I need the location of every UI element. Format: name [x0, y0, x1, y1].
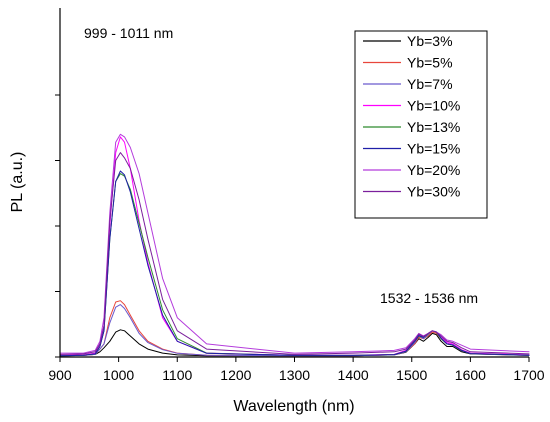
peak-annotation-1000nm: 999 - 1011 nm	[84, 25, 173, 41]
peak-annotation-1535nm: 1532 - 1536 nm	[380, 290, 478, 306]
x-tick-label: 1000	[103, 367, 134, 383]
legend-label: Yb=15%	[407, 141, 460, 157]
legend-label: Yb=30%	[407, 184, 460, 200]
legend-label: Yb=5%	[407, 55, 453, 71]
legend-label: Yb=20%	[407, 162, 460, 178]
x-axis-ticks: 900 1000 1100 1200 1300 1400 1500 1600 1700	[48, 357, 545, 383]
x-tick-label: 1500	[396, 367, 427, 383]
x-tick-label: 1700	[513, 367, 544, 383]
legend-label: Yb=10%	[407, 98, 460, 114]
series-line-yb-3-	[59, 329, 530, 357]
series-line-yb-30-	[59, 152, 530, 355]
x-axis-title: Wavelength (nm)	[233, 398, 354, 415]
y-axis-ticks	[55, 94, 60, 358]
legend: Yb=3% Yb=5% Yb=7% Yb=10% Yb=13% Yb=15% Yb=20% Y…	[354, 30, 488, 219]
x-tick-label: 900	[48, 367, 72, 383]
x-tick-label: 1100	[162, 367, 192, 383]
series-line-yb-15-	[59, 170, 530, 357]
series-line-yb-20-	[59, 133, 530, 354]
x-tick-label: 1200	[220, 367, 251, 383]
x-tick-label: 1600	[455, 367, 486, 383]
y-axis-title: PL (a.u.)	[9, 152, 26, 213]
x-tick-label: 1400	[338, 367, 369, 383]
legend-label: Yb=3%	[407, 33, 453, 49]
legend-label: Yb=7%	[407, 76, 453, 92]
legend-label: Yb=13%	[407, 119, 460, 135]
plot-area	[59, 133, 530, 357]
x-tick-label: 1300	[279, 367, 310, 383]
